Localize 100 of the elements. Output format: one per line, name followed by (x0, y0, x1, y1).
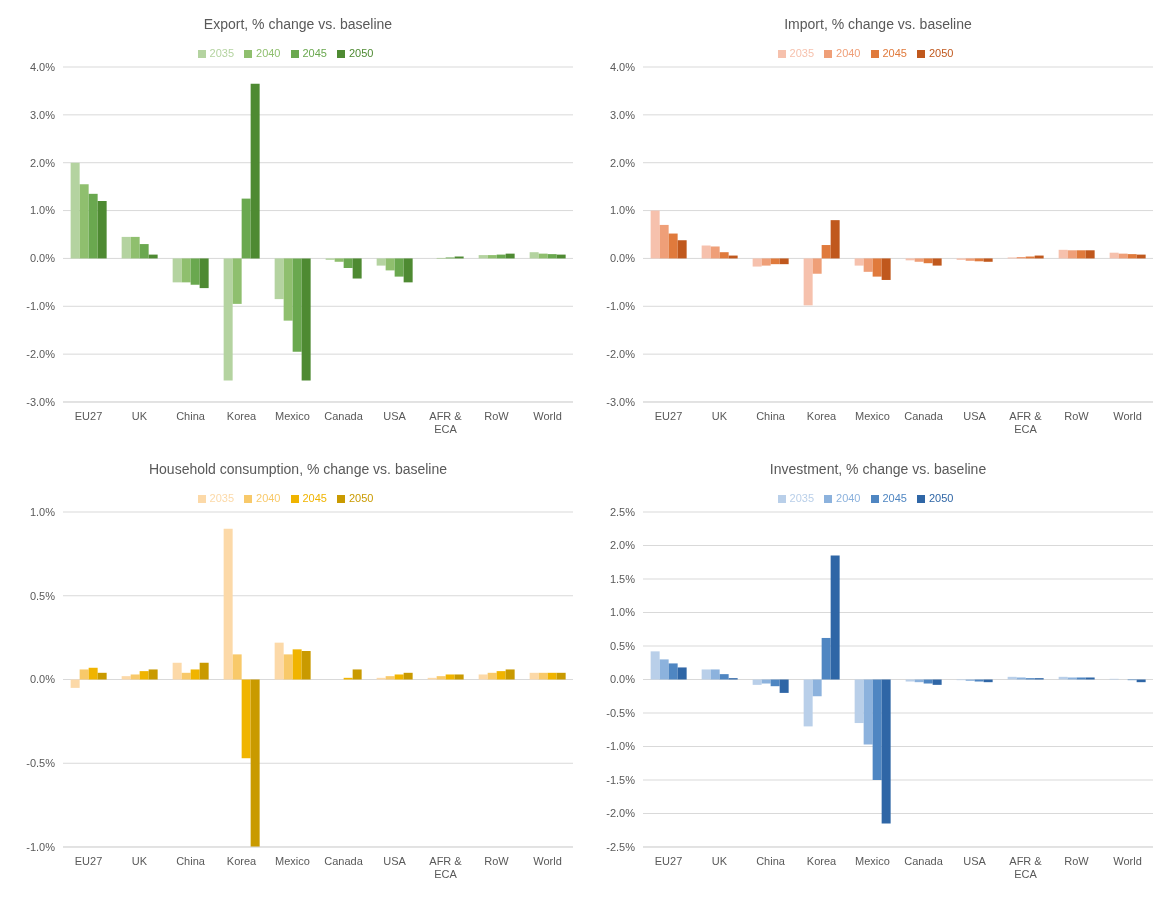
x-tick-label: EU27 (74, 855, 103, 867)
x-tick-label: AFR & ECA (429, 410, 463, 435)
bar (779, 679, 789, 693)
legend-label: 2050 (928, 47, 954, 59)
x-tick-label: Korea (806, 410, 838, 422)
bar (965, 258, 975, 261)
bar (752, 258, 762, 267)
bar (190, 669, 200, 680)
bar (274, 258, 284, 300)
bar (1007, 676, 1017, 680)
y-tick-label: -2.0% (26, 348, 56, 361)
x-tick-label: AFR & ECA (429, 855, 463, 880)
legend-label: 2035 (789, 47, 815, 59)
x-tick-label: EU27 (654, 855, 683, 867)
bar (181, 672, 191, 680)
y-tick-label: 0.5% (609, 639, 636, 652)
bar (334, 258, 344, 262)
bar (1058, 676, 1068, 680)
y-tick-label: 0.0% (29, 252, 56, 265)
y-tick-label: 3.0% (609, 108, 636, 121)
x-tick-label: UK (131, 410, 148, 422)
x-tick-label: AFR & ECA (1009, 855, 1043, 880)
bar (241, 679, 251, 759)
bar (394, 674, 404, 680)
bar (830, 220, 840, 259)
y-tick-label: -1.0% (606, 300, 636, 313)
bar (770, 679, 780, 687)
x-tick-label: Korea (226, 855, 258, 867)
bar (761, 679, 771, 684)
x-tick-label: China (756, 410, 786, 422)
bar (139, 244, 149, 259)
bar (199, 662, 209, 680)
bar (352, 669, 362, 680)
x-tick-label: Canada (324, 855, 364, 867)
bar (385, 676, 395, 680)
bar (830, 555, 840, 680)
bar (376, 258, 386, 266)
bar (1085, 677, 1095, 680)
x-tick-label: World (1113, 855, 1142, 867)
bar (301, 651, 311, 680)
x-tick-label: World (1113, 410, 1142, 422)
y-tick-label: 2.0% (609, 539, 636, 552)
bar (821, 637, 831, 680)
bar (121, 236, 131, 259)
bar (403, 672, 413, 680)
x-tick-label: Mexico (275, 410, 310, 422)
y-tick-label: 4.0% (29, 60, 56, 73)
legend-label: 2040 (836, 492, 861, 504)
x-tick-label: Canada (324, 410, 364, 422)
x-tick-label: USA (383, 410, 407, 422)
bar (668, 663, 678, 680)
bar (932, 679, 942, 685)
x-tick-label: USA (963, 410, 987, 422)
bar (677, 240, 687, 259)
bar (181, 258, 191, 283)
bar (478, 255, 488, 259)
legend-label: 2045 (302, 47, 327, 59)
bar (130, 236, 140, 259)
bar (1016, 677, 1026, 680)
legend-label: 2050 (348, 492, 374, 504)
bar (487, 255, 497, 259)
y-tick-label: -2.5% (606, 840, 636, 853)
bar (88, 667, 98, 680)
bar (487, 672, 497, 680)
bar (659, 659, 669, 680)
x-tick-label: RoW (484, 855, 510, 867)
bar (905, 679, 915, 682)
bar (668, 233, 678, 259)
x-tick-label: RoW (1064, 410, 1090, 422)
bar (1076, 677, 1086, 680)
legend-label: 2050 (348, 47, 374, 59)
bar (199, 258, 209, 289)
chart-title: Import, % change vs. baseline (783, 15, 973, 34)
bar (454, 674, 464, 680)
bar (803, 679, 813, 727)
y-tick-label: 0.0% (29, 673, 56, 686)
bar (701, 669, 711, 680)
bar (97, 672, 107, 680)
y-tick-label: 2.0% (29, 156, 56, 169)
y-tick-label: 1.5% (609, 572, 636, 585)
y-tick-label: -1.0% (26, 840, 56, 853)
bar (556, 672, 566, 680)
y-tick-label: -3.0% (606, 395, 636, 408)
bar (292, 649, 302, 680)
bar (854, 679, 864, 724)
bar (983, 258, 993, 262)
bar (130, 674, 140, 680)
bar (436, 676, 446, 680)
bar (190, 258, 200, 285)
bar (770, 258, 780, 265)
bar (659, 224, 669, 259)
bar (529, 252, 539, 259)
bar (70, 162, 80, 259)
x-tick-label: Korea (806, 855, 838, 867)
y-tick-label: -2.0% (606, 807, 636, 820)
y-tick-label: 0.0% (609, 673, 636, 686)
legend-label: 2045 (882, 47, 907, 59)
bar (79, 669, 89, 680)
chart-title: Household consumption, % change vs. baseline (147, 460, 449, 479)
bar (650, 210, 660, 259)
